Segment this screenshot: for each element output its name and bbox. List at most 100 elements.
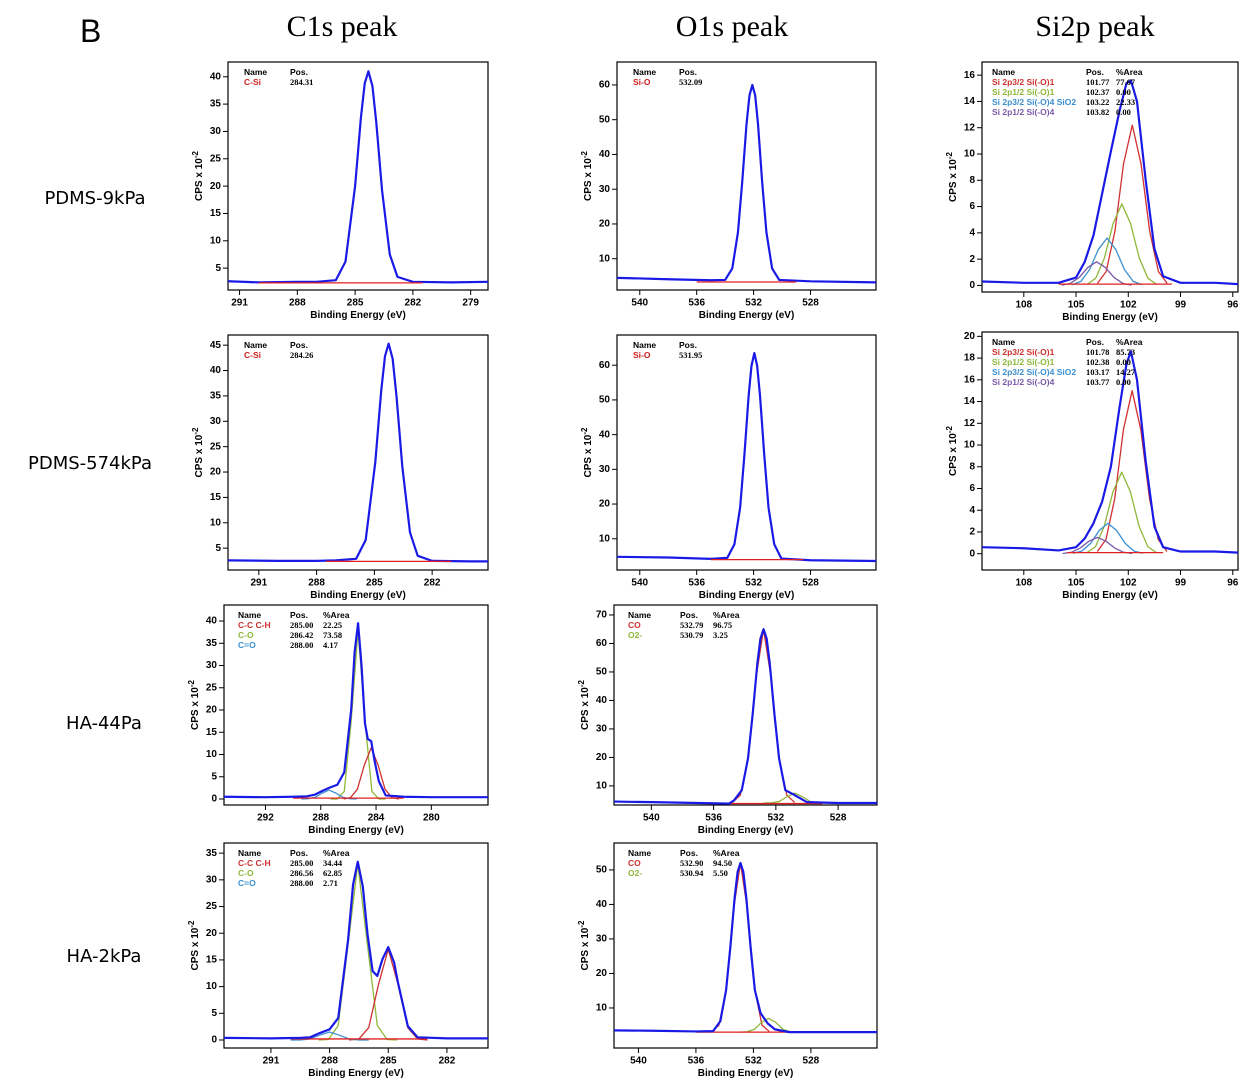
table-area: 22.33: [1116, 97, 1135, 107]
y-tick-label: 20: [599, 219, 611, 230]
table-pos: 101.78: [1086, 347, 1109, 357]
table-header: Pos.: [290, 67, 308, 77]
table-name: Si-O: [633, 77, 651, 87]
table-pos: 103.77: [1086, 377, 1110, 387]
y-tick-label: 20: [210, 467, 222, 478]
table-area: 0.00: [1116, 87, 1131, 97]
table-pos: 532.79: [680, 620, 703, 630]
table-header: Pos.: [680, 610, 698, 620]
plot-frame: [981, 331, 1239, 571]
table-area: 0.00: [1116, 357, 1131, 367]
y-tick-label: 25: [210, 153, 222, 164]
table-header: Pos.: [290, 848, 308, 858]
y-tick-label: 6: [969, 483, 975, 494]
table-name: Si 2p3/2 Si(-O)1: [992, 347, 1055, 357]
table-header: Name: [238, 610, 261, 620]
x-tick-label: 96: [1227, 300, 1239, 311]
y-tick-label: 50: [596, 865, 608, 876]
x-axis-label: Binding Energy (eV): [698, 1068, 794, 1079]
x-tick-label: 536: [688, 298, 705, 309]
x-tick-label: 285: [366, 578, 383, 589]
x-tick-label: 532: [745, 578, 762, 589]
y-tick-label: 60: [596, 638, 608, 649]
y-axis-label: CPS x 10-2: [191, 427, 205, 477]
y-tick-label: 40: [596, 695, 608, 706]
row-title: HA-44Pa: [66, 713, 142, 734]
spectrum-line: [981, 350, 1239, 554]
table-pos: 103.22: [1086, 97, 1109, 107]
spectrum-line: [290, 1031, 369, 1041]
table-header: Pos.: [680, 848, 698, 858]
y-tick-label: 10: [964, 149, 976, 160]
table-area: 0.00: [1116, 377, 1131, 387]
table-area: 85.73: [1116, 347, 1135, 357]
x-axis-label: Binding Energy (eV): [308, 825, 404, 836]
y-axis-label-exponent: -2: [580, 427, 589, 435]
x-axis-label: Binding Energy (eV): [699, 310, 795, 321]
y-tick-label: 30: [599, 184, 611, 195]
y-tick-label: 15: [206, 955, 218, 966]
table-header: Pos.: [679, 67, 697, 77]
y-axis-label-text: CPS x 10: [583, 434, 594, 477]
table-name: C=O: [238, 878, 256, 888]
y-tick-label: 5: [211, 1008, 217, 1019]
table-pos: 288.00: [290, 878, 313, 888]
spectrum-line: [1071, 237, 1143, 286]
table-header: Name: [633, 340, 656, 350]
y-tick-label: 40: [596, 899, 608, 910]
y-axis-label-exponent: -2: [577, 679, 586, 687]
x-axis-label: Binding Energy (eV): [699, 590, 795, 601]
table-area: 5.50: [713, 868, 728, 878]
x-tick-label: 105: [1068, 578, 1085, 589]
table-area: 3.25: [713, 630, 728, 640]
x-tick-label: 540: [630, 1056, 647, 1067]
y-tick-label: 40: [206, 616, 218, 627]
x-tick-label: 279: [462, 298, 479, 309]
y-tick-label: 45: [210, 340, 222, 351]
y-tick-label: 12: [964, 122, 976, 133]
table-pos: 285.00: [290, 620, 313, 630]
table-name: C=O: [238, 640, 256, 650]
y-tick-label: 40: [210, 71, 222, 82]
column-title: C1s peak: [287, 10, 398, 43]
y-tick-label: 10: [210, 517, 222, 528]
spectrum-line: [1061, 261, 1132, 286]
y-tick-label: 5: [211, 771, 217, 782]
table-name: Si 2p1/2 Si(-O)4: [992, 107, 1055, 117]
x-tick-label: 540: [643, 813, 660, 824]
plot-frame: [616, 61, 877, 291]
y-axis-label-text: CPS x 10: [583, 158, 594, 201]
y-tick-label: 0: [969, 280, 975, 291]
y-tick-label: 30: [206, 660, 218, 671]
y-tick-label: 20: [206, 705, 218, 716]
y-tick-label: 25: [210, 441, 222, 452]
column-title: Si2p peak: [1035, 10, 1154, 43]
y-tick-label: 5: [215, 263, 221, 274]
y-tick-label: 40: [599, 429, 611, 440]
y-axis-label: CPS x 10-2: [187, 679, 201, 729]
y-tick-label: 35: [210, 99, 222, 110]
x-tick-label: 291: [263, 1056, 280, 1067]
table-name: Si 2p1/2 Si(-O)1: [992, 357, 1055, 367]
table-pos: 103.82: [1086, 107, 1109, 117]
x-tick-label: 285: [380, 1056, 397, 1067]
x-tick-label: 282: [424, 578, 441, 589]
y-tick-label: 30: [596, 724, 608, 735]
table-name: Si 2p3/2 Si(-O)1: [992, 77, 1055, 87]
y-axis-label-text: CPS x 10: [948, 159, 959, 202]
table-header: %Area: [1116, 67, 1143, 77]
x-tick-label: 288: [312, 813, 329, 824]
row-title: PDMS-9kPa: [44, 188, 145, 209]
table-name: C-O: [238, 868, 254, 878]
x-tick-label: 99: [1175, 578, 1187, 589]
table-name: CO: [628, 620, 641, 630]
y-axis-label-exponent: -2: [187, 679, 196, 687]
table-name: Si 2p3/2 Si(-O)4 SiO2: [992, 367, 1076, 377]
x-tick-label: 532: [745, 298, 762, 309]
x-tick-label: 528: [802, 298, 819, 309]
table-name: C-C C-H: [238, 858, 271, 868]
spectrum-line: [223, 860, 488, 1040]
table-pos: 103.17: [1086, 367, 1110, 377]
spectrum-line: [227, 342, 488, 563]
